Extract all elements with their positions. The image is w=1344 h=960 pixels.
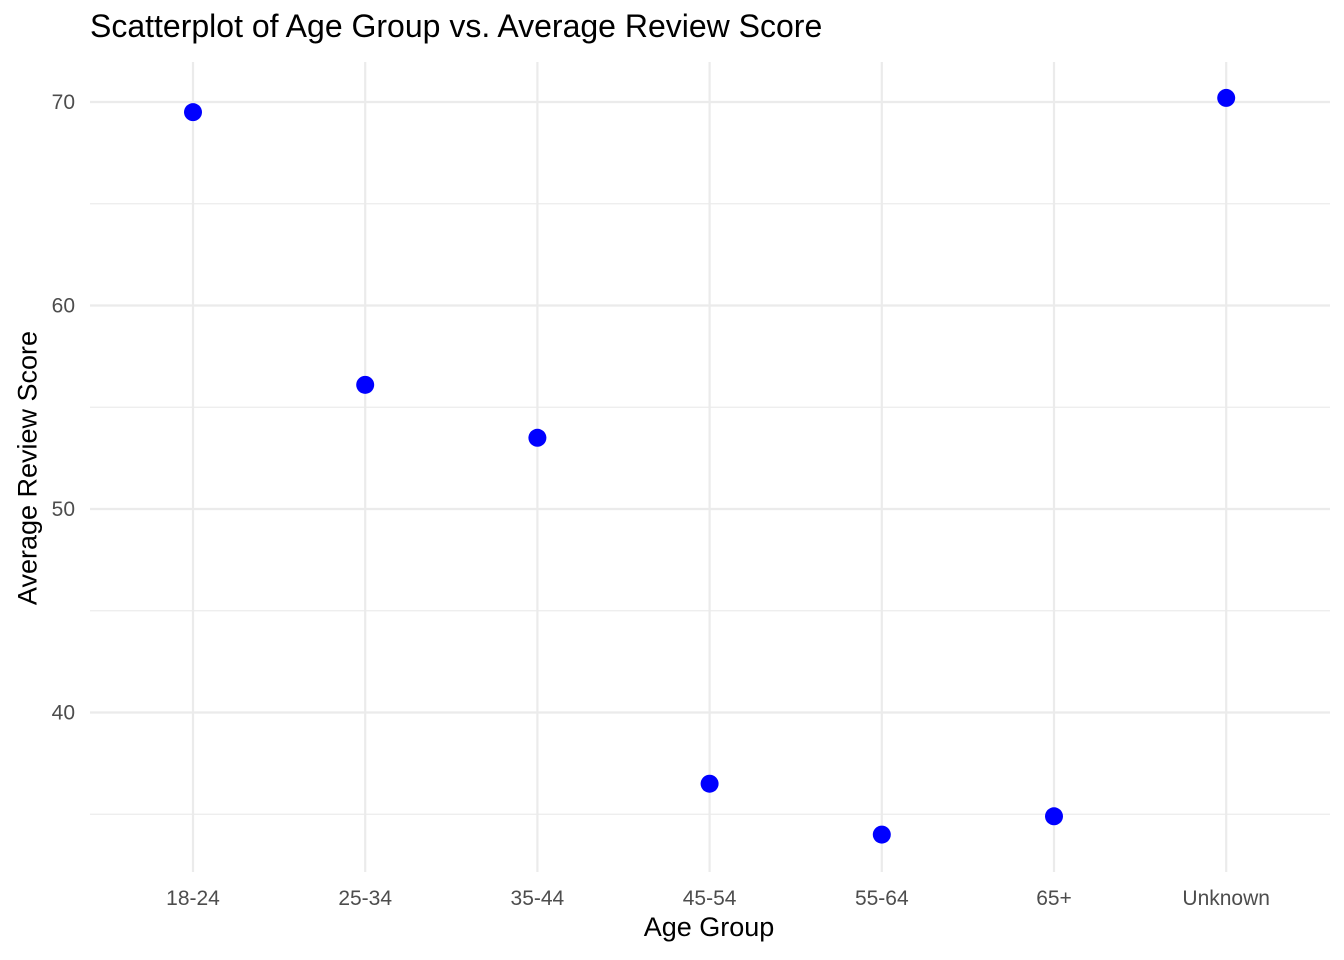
x-tick-label: 55-64	[855, 887, 909, 910]
data-point	[700, 774, 719, 793]
y-tick-label: 50	[52, 498, 75, 521]
y-tick-label: 60	[52, 295, 75, 318]
data-point	[184, 103, 202, 122]
x-axis-title: Age Group	[643, 912, 775, 942]
data-point	[356, 375, 375, 394]
y-tick-label: 70	[52, 91, 75, 114]
x-tick-label: 35-44	[511, 887, 565, 910]
data-point	[1045, 807, 1063, 826]
data-point	[528, 428, 547, 447]
data-point	[872, 825, 891, 844]
data-point	[1217, 88, 1236, 107]
x-tick-label: Unknown	[1182, 887, 1270, 910]
y-axis-title: Average Review Score	[12, 330, 43, 606]
y-tick-label: 40	[52, 702, 75, 725]
x-tick-label: 45-54	[683, 887, 737, 910]
x-tick-label: 25-34	[338, 887, 392, 910]
x-tick-label: 18-24	[166, 887, 220, 910]
x-tick-label: 65+	[1036, 887, 1072, 910]
chart-title: Scatterplot of Age Group vs. Average Rev…	[90, 8, 823, 44]
